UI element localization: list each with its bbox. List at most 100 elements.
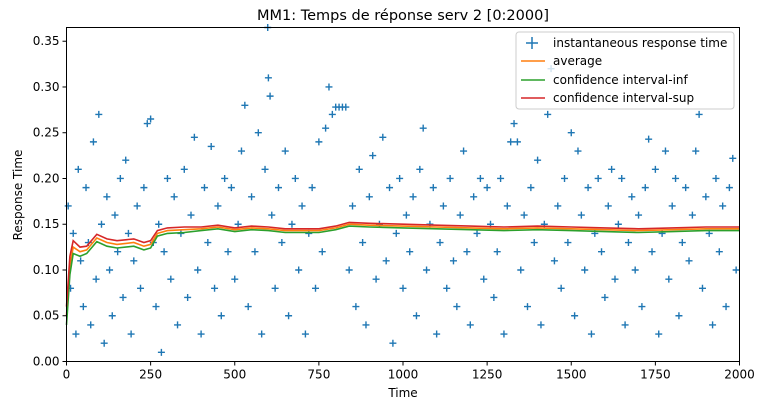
data-point xyxy=(635,211,643,219)
data-point xyxy=(513,138,521,146)
data-point xyxy=(111,211,119,219)
y-tick-label: 0.00 xyxy=(33,355,60,369)
data-point xyxy=(147,115,155,123)
data-point xyxy=(372,275,380,283)
data-point xyxy=(618,174,626,182)
data-point xyxy=(668,202,676,210)
data-point xyxy=(328,110,336,118)
data-point xyxy=(217,312,225,320)
data-point xyxy=(631,266,639,274)
data-point xyxy=(574,147,582,155)
data-point xyxy=(698,284,706,292)
data-point xyxy=(278,239,286,247)
data-point xyxy=(69,229,77,237)
data-point xyxy=(406,248,414,256)
series-instantaneous-response-time xyxy=(64,24,740,356)
data-point xyxy=(412,312,420,320)
data-point xyxy=(211,284,219,292)
data-point xyxy=(608,165,616,173)
x-tick-label: 1000 xyxy=(388,368,419,382)
data-point xyxy=(719,202,727,210)
data-point xyxy=(466,321,474,329)
data-point xyxy=(116,174,124,182)
series-ci-inf-line xyxy=(65,225,740,325)
data-point xyxy=(312,284,320,292)
data-point xyxy=(301,330,309,338)
data-point xyxy=(655,330,663,338)
data-point xyxy=(349,202,357,210)
data-point xyxy=(520,211,528,219)
axis-ticks: 0 250 500 750 1000 1250 1500 1750 2000 0.00 0.05 0.… xyxy=(33,34,755,381)
data-point xyxy=(433,330,441,338)
data-point xyxy=(82,184,90,192)
x-tick-label: 250 xyxy=(139,368,162,382)
data-point xyxy=(439,202,447,210)
data-point xyxy=(641,184,649,192)
x-axis-label: Time xyxy=(387,386,417,400)
data-point xyxy=(114,248,122,256)
data-point xyxy=(227,184,235,192)
series-average-line xyxy=(65,223,740,316)
data-point xyxy=(92,275,100,283)
data-point xyxy=(614,220,622,228)
data-point xyxy=(678,239,686,247)
data-point xyxy=(214,202,222,210)
data-point xyxy=(288,220,296,228)
y-tick-label: 0.35 xyxy=(33,34,60,48)
data-point xyxy=(187,211,195,219)
data-point xyxy=(207,142,215,150)
data-point xyxy=(557,284,565,292)
data-point xyxy=(291,174,299,182)
x-tick-label: 500 xyxy=(223,368,246,382)
data-point xyxy=(160,248,168,256)
data-point xyxy=(308,184,316,192)
data-point xyxy=(497,174,505,182)
data-point xyxy=(133,202,141,210)
series-ci-sup-line xyxy=(65,221,740,307)
y-tick-label: 0.20 xyxy=(33,171,60,185)
legend-marker-instantaneous xyxy=(526,37,538,49)
data-point xyxy=(715,248,723,256)
data-point xyxy=(500,330,508,338)
data-point xyxy=(517,266,525,274)
data-point xyxy=(584,184,592,192)
data-point xyxy=(456,211,464,219)
data-point xyxy=(692,147,700,155)
data-point xyxy=(628,193,636,201)
data-point xyxy=(473,229,481,237)
data-point xyxy=(399,284,407,292)
data-point xyxy=(449,257,457,265)
data-point xyxy=(143,120,151,128)
data-point xyxy=(362,321,370,329)
data-point xyxy=(342,103,350,111)
data-point xyxy=(180,165,188,173)
data-point xyxy=(190,133,198,141)
data-point xyxy=(446,174,454,182)
data-point xyxy=(537,321,545,329)
x-tick-label: 1500 xyxy=(556,368,587,382)
data-point xyxy=(140,184,148,192)
legend-label-ci-inf: confidence interval-inf xyxy=(553,73,689,87)
data-point xyxy=(409,193,417,201)
data-point xyxy=(352,303,360,311)
data-point xyxy=(571,312,579,320)
data-point xyxy=(204,239,212,247)
legend-label-instantaneous: instantaneous response time xyxy=(553,36,727,50)
y-tick-label: 0.15 xyxy=(33,217,60,231)
data-point xyxy=(95,110,103,118)
data-point xyxy=(382,257,390,265)
data-point xyxy=(231,275,239,283)
legend: instantaneous response time average conf… xyxy=(515,31,735,110)
data-point xyxy=(345,266,353,274)
data-point xyxy=(429,184,437,192)
data-point xyxy=(550,257,558,265)
legend-label-average: average xyxy=(553,54,602,68)
y-tick-label: 0.25 xyxy=(33,126,60,140)
data-point xyxy=(682,184,690,192)
data-point xyxy=(460,147,468,155)
y-axis-label: Response Time xyxy=(11,150,25,241)
data-point xyxy=(675,312,683,320)
data-point xyxy=(463,248,471,256)
data-point xyxy=(493,248,501,256)
